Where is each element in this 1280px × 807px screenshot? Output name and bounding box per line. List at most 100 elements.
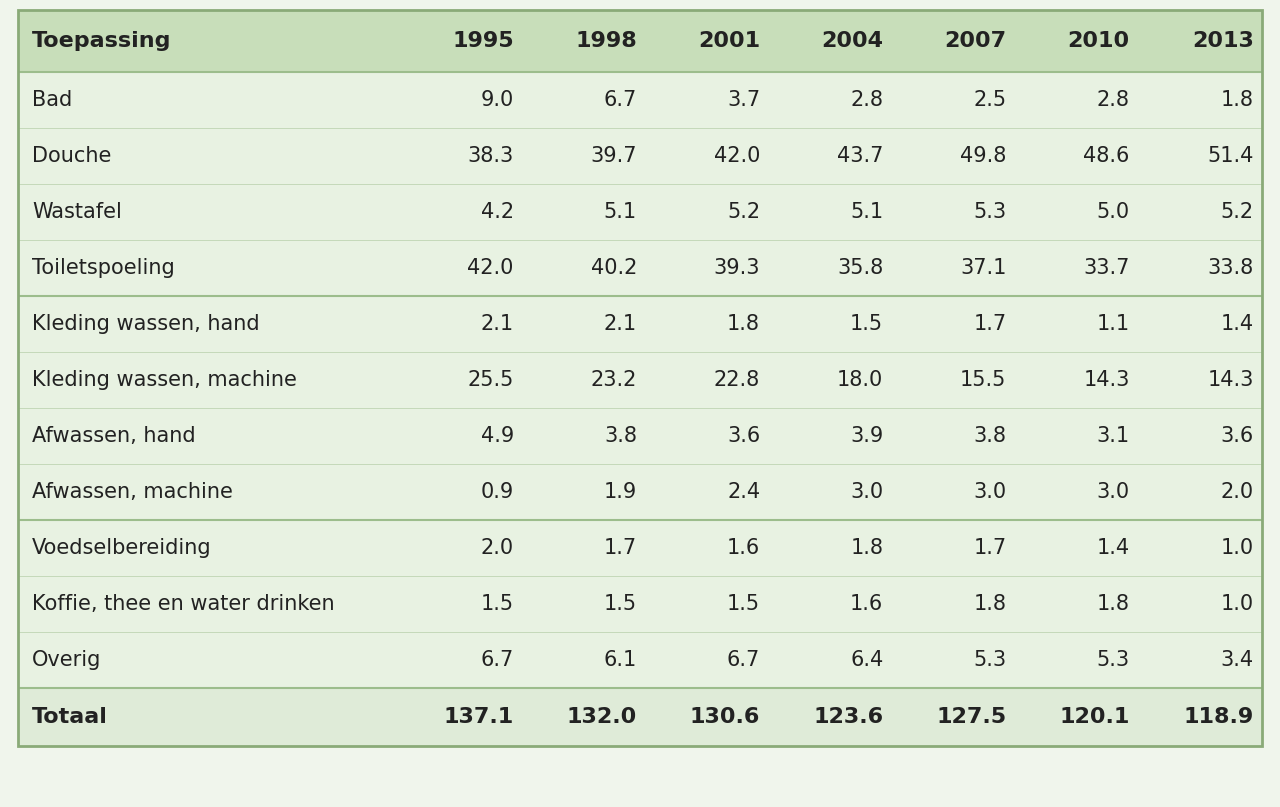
Text: 1.0: 1.0	[1221, 538, 1254, 558]
Text: 14.3: 14.3	[1083, 370, 1129, 390]
Text: 3.0: 3.0	[850, 482, 883, 502]
Text: 118.9: 118.9	[1184, 707, 1254, 727]
Text: 49.8: 49.8	[960, 146, 1006, 166]
Text: 5.2: 5.2	[727, 202, 760, 222]
Text: 25.5: 25.5	[467, 370, 513, 390]
Text: Toepassing: Toepassing	[32, 31, 172, 51]
Text: 1.5: 1.5	[850, 314, 883, 334]
Text: 2004: 2004	[822, 31, 883, 51]
Text: Overig: Overig	[32, 650, 101, 670]
Text: 5.1: 5.1	[604, 202, 637, 222]
Text: 22.8: 22.8	[714, 370, 760, 390]
Text: Bad: Bad	[32, 90, 72, 110]
Text: 3.1: 3.1	[1097, 426, 1129, 446]
Text: 1.1: 1.1	[1097, 314, 1129, 334]
Text: 15.5: 15.5	[960, 370, 1006, 390]
Text: 42.0: 42.0	[467, 258, 513, 278]
Text: 1.5: 1.5	[727, 594, 760, 614]
Text: 2.0: 2.0	[481, 538, 513, 558]
Text: 3.6: 3.6	[1221, 426, 1254, 446]
Text: 5.3: 5.3	[973, 202, 1006, 222]
Text: 123.6: 123.6	[813, 707, 883, 727]
Text: 23.2: 23.2	[590, 370, 637, 390]
Text: 38.3: 38.3	[467, 146, 513, 166]
Text: 3.9: 3.9	[850, 426, 883, 446]
Text: 120.1: 120.1	[1060, 707, 1129, 727]
Text: 5.3: 5.3	[973, 650, 1006, 670]
Text: 1.6: 1.6	[850, 594, 883, 614]
Text: 137.1: 137.1	[444, 707, 513, 727]
Text: 1.7: 1.7	[973, 538, 1006, 558]
Text: 2.8: 2.8	[850, 90, 883, 110]
Text: 1.6: 1.6	[727, 538, 760, 558]
Text: Kleding wassen, hand: Kleding wassen, hand	[32, 314, 260, 334]
Text: Voedselbereiding: Voedselbereiding	[32, 538, 211, 558]
Text: 33.7: 33.7	[1083, 258, 1129, 278]
Text: 18.0: 18.0	[837, 370, 883, 390]
Text: 2001: 2001	[698, 31, 760, 51]
Text: 14.3: 14.3	[1207, 370, 1254, 390]
Text: 1.8: 1.8	[850, 538, 883, 558]
Text: 51.4: 51.4	[1207, 146, 1254, 166]
Text: 1.5: 1.5	[604, 594, 637, 614]
Text: 1.5: 1.5	[481, 594, 513, 614]
Text: 48.6: 48.6	[1083, 146, 1129, 166]
Text: 37.1: 37.1	[960, 258, 1006, 278]
Text: 3.8: 3.8	[974, 426, 1006, 446]
Text: 9.0: 9.0	[480, 90, 513, 110]
Text: 35.8: 35.8	[837, 258, 883, 278]
Text: 2.1: 2.1	[481, 314, 513, 334]
Text: 3.0: 3.0	[973, 482, 1006, 502]
Text: 40.2: 40.2	[590, 258, 637, 278]
Text: Toiletspoeling: Toiletspoeling	[32, 258, 175, 278]
Text: 1.8: 1.8	[727, 314, 760, 334]
Text: 2.5: 2.5	[973, 90, 1006, 110]
Text: 1998: 1998	[575, 31, 637, 51]
Text: Wastafel: Wastafel	[32, 202, 122, 222]
Text: 2.0: 2.0	[1221, 482, 1254, 502]
Text: 33.8: 33.8	[1208, 258, 1254, 278]
Text: 5.1: 5.1	[850, 202, 883, 222]
Text: 3.8: 3.8	[604, 426, 637, 446]
Text: Kleding wassen, machine: Kleding wassen, machine	[32, 370, 297, 390]
Text: Douche: Douche	[32, 146, 111, 166]
Text: 6.1: 6.1	[604, 650, 637, 670]
Text: 2007: 2007	[945, 31, 1006, 51]
Text: 130.6: 130.6	[690, 707, 760, 727]
Text: 2010: 2010	[1068, 31, 1129, 51]
Text: 1.4: 1.4	[1097, 538, 1129, 558]
Text: 1.0: 1.0	[1221, 594, 1254, 614]
Text: 1.7: 1.7	[973, 314, 1006, 334]
Text: 39.3: 39.3	[714, 258, 760, 278]
Text: 6.7: 6.7	[604, 90, 637, 110]
Text: 5.0: 5.0	[1097, 202, 1129, 222]
Text: 39.7: 39.7	[590, 146, 637, 166]
Text: 5.2: 5.2	[1221, 202, 1254, 222]
Text: 2013: 2013	[1192, 31, 1254, 51]
Text: 6.7: 6.7	[480, 650, 513, 670]
Text: 0.9: 0.9	[480, 482, 513, 502]
Text: 2.1: 2.1	[604, 314, 637, 334]
Text: Totaal: Totaal	[32, 707, 108, 727]
Text: 3.0: 3.0	[1097, 482, 1129, 502]
Text: 2.8: 2.8	[1097, 90, 1129, 110]
Text: 3.7: 3.7	[727, 90, 760, 110]
Text: 42.0: 42.0	[714, 146, 760, 166]
Text: 6.7: 6.7	[727, 650, 760, 670]
Text: Koffie, thee en water drinken: Koffie, thee en water drinken	[32, 594, 334, 614]
Text: 1.9: 1.9	[604, 482, 637, 502]
Text: 6.4: 6.4	[850, 650, 883, 670]
Text: 1.7: 1.7	[604, 538, 637, 558]
Text: 1.4: 1.4	[1221, 314, 1254, 334]
Text: 132.0: 132.0	[567, 707, 637, 727]
Text: 127.5: 127.5	[936, 707, 1006, 727]
Text: 1.8: 1.8	[1097, 594, 1129, 614]
Text: Afwassen, machine: Afwassen, machine	[32, 482, 233, 502]
Text: Afwassen, hand: Afwassen, hand	[32, 426, 196, 446]
Text: 4.2: 4.2	[481, 202, 513, 222]
Text: 4.9: 4.9	[480, 426, 513, 446]
Text: 1995: 1995	[452, 31, 513, 51]
Bar	[18, 688, 1262, 746]
Text: 1.8: 1.8	[974, 594, 1006, 614]
Text: 2.4: 2.4	[727, 482, 760, 502]
